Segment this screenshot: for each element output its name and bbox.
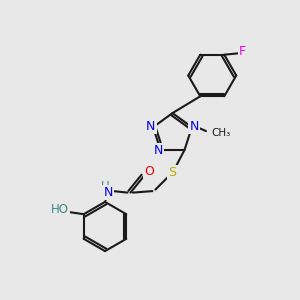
Text: N: N <box>103 186 113 199</box>
Text: H: H <box>100 180 109 193</box>
Text: CH₃: CH₃ <box>212 128 231 138</box>
Text: O: O <box>144 164 154 178</box>
Text: F: F <box>239 45 246 58</box>
Text: N: N <box>190 120 199 133</box>
Text: N: N <box>153 144 163 157</box>
Text: S: S <box>169 166 176 179</box>
Text: HO: HO <box>51 202 69 216</box>
Text: N: N <box>146 120 155 133</box>
